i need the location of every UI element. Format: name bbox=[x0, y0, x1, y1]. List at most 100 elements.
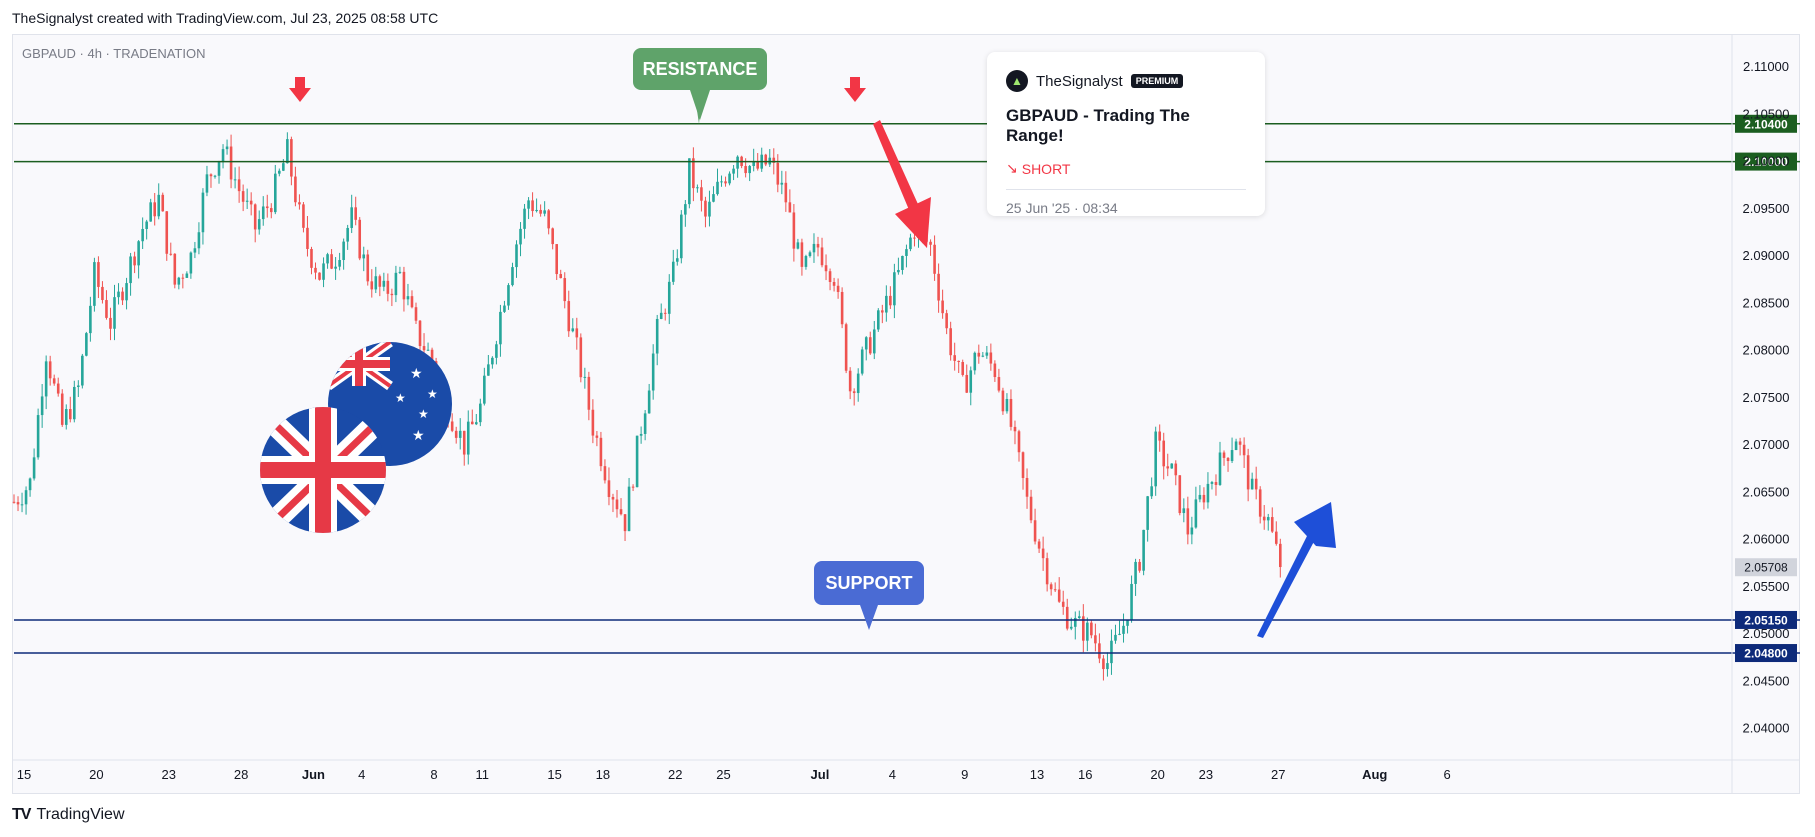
candle bbox=[105, 290, 108, 320]
candle bbox=[414, 302, 418, 324]
candle bbox=[1061, 590, 1065, 615]
candle bbox=[684, 200, 687, 227]
candle bbox=[957, 360, 960, 374]
price-tick-label: 2.06500 bbox=[1743, 484, 1790, 499]
candle bbox=[499, 304, 502, 357]
candle bbox=[1258, 486, 1262, 524]
candle bbox=[1078, 610, 1081, 619]
svg-text:★: ★ bbox=[410, 365, 423, 381]
candle bbox=[495, 340, 498, 365]
date-tick-label: 13 bbox=[1030, 767, 1044, 782]
candle bbox=[362, 246, 366, 272]
candle bbox=[330, 249, 333, 270]
candle bbox=[245, 188, 249, 209]
candle bbox=[844, 322, 848, 374]
card-author[interactable]: TheSignalyst bbox=[1036, 72, 1123, 90]
candle bbox=[647, 383, 651, 414]
card-direction-label: SHORT bbox=[1021, 160, 1071, 177]
premium-badge: PREMIUM bbox=[1130, 74, 1184, 88]
idea-card[interactable]: ▲ TheSignalyst PREMIUM GBPAUD - Trading … bbox=[987, 52, 1265, 216]
candle bbox=[748, 164, 751, 182]
candle bbox=[1222, 450, 1226, 466]
candle bbox=[1174, 460, 1178, 486]
candle bbox=[897, 257, 900, 275]
candle bbox=[479, 398, 482, 427]
date-tick-label: 11 bbox=[476, 767, 490, 782]
candle bbox=[117, 283, 120, 305]
candle bbox=[712, 186, 715, 203]
candle bbox=[688, 158, 691, 209]
price-tick-label: 2.10500 bbox=[1743, 106, 1790, 121]
price-tick-label: 2.04000 bbox=[1743, 721, 1790, 736]
candle bbox=[149, 198, 152, 222]
candle bbox=[1110, 629, 1113, 675]
candle bbox=[1194, 486, 1198, 529]
candle bbox=[1134, 558, 1137, 596]
candle bbox=[1025, 468, 1029, 509]
price-tick-label: 2.05500 bbox=[1743, 579, 1790, 594]
candle bbox=[16, 496, 20, 512]
candle bbox=[720, 175, 723, 187]
date-tick-label: 20 bbox=[1150, 767, 1164, 782]
candle bbox=[101, 281, 104, 304]
candle bbox=[398, 266, 402, 274]
candle bbox=[217, 160, 221, 184]
candle bbox=[989, 343, 993, 371]
candle bbox=[209, 173, 213, 188]
down-arrow-marker-icon bbox=[844, 77, 866, 102]
candle bbox=[1242, 437, 1246, 468]
candle bbox=[294, 166, 297, 207]
candle bbox=[173, 253, 177, 289]
resistance-callout[interactable]: RESISTANCE bbox=[633, 48, 767, 124]
candle bbox=[1021, 451, 1025, 490]
candle bbox=[828, 268, 832, 291]
support-callout[interactable]: SUPPORT bbox=[814, 561, 924, 630]
price-chart[interactable]: GBPAUD · 4h · TRADENATION 2.10400 2.10000… bbox=[0, 0, 1815, 800]
svg-text:★: ★ bbox=[418, 407, 429, 421]
candle bbox=[949, 321, 952, 361]
candle bbox=[181, 273, 185, 289]
candle bbox=[1094, 623, 1097, 652]
candle bbox=[269, 203, 273, 219]
author-avatar-icon: ▲ bbox=[1006, 70, 1028, 92]
candle bbox=[543, 201, 546, 217]
candle bbox=[792, 204, 796, 262]
candle bbox=[1114, 624, 1117, 644]
candle bbox=[631, 484, 635, 492]
candle bbox=[788, 189, 792, 213]
date-tick-label: 25 bbox=[716, 767, 730, 782]
candle bbox=[551, 227, 554, 250]
candle bbox=[153, 192, 156, 226]
candle bbox=[816, 236, 820, 257]
candle bbox=[1005, 393, 1009, 414]
candle bbox=[48, 355, 52, 386]
candle bbox=[539, 204, 542, 217]
candle bbox=[1226, 457, 1230, 472]
candle bbox=[1013, 420, 1017, 445]
level-price-label: 2.10400 bbox=[1744, 117, 1788, 131]
svg-text:★: ★ bbox=[427, 387, 438, 401]
candle bbox=[322, 257, 325, 288]
candle bbox=[1049, 582, 1053, 596]
candle bbox=[225, 139, 229, 155]
candle bbox=[338, 252, 341, 271]
date-tick-label: 22 bbox=[668, 767, 682, 782]
candle bbox=[973, 351, 977, 375]
card-title[interactable]: GBPAUD - Trading The Range! bbox=[1006, 106, 1190, 145]
candle bbox=[571, 318, 575, 333]
candle bbox=[885, 285, 888, 322]
candle bbox=[1210, 480, 1214, 490]
candle bbox=[627, 477, 631, 532]
candle bbox=[1262, 505, 1266, 530]
candle bbox=[113, 284, 116, 341]
candle bbox=[1118, 620, 1121, 636]
candle bbox=[651, 344, 655, 400]
candle bbox=[458, 418, 462, 450]
up-trend-arrow-icon bbox=[1257, 502, 1336, 638]
candle bbox=[1029, 489, 1033, 524]
candle bbox=[249, 192, 253, 216]
candle bbox=[44, 355, 48, 410]
candle bbox=[394, 265, 398, 303]
date-tick-label: Jun bbox=[302, 767, 325, 782]
price-tick-label: 2.08000 bbox=[1743, 343, 1790, 358]
